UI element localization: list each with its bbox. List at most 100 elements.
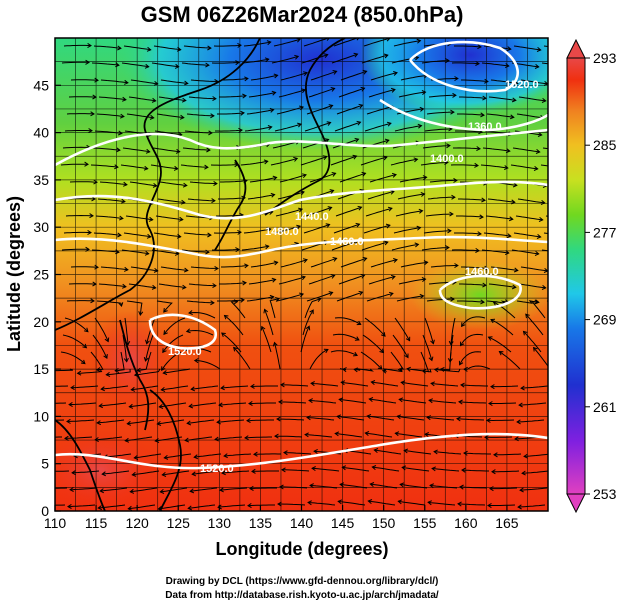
streamline-arrow bbox=[492, 301, 498, 306]
streamline bbox=[241, 245, 269, 251]
streamline bbox=[160, 79, 188, 84]
streamline-arrow bbox=[422, 175, 428, 181]
streamline bbox=[425, 213, 453, 217]
streamline bbox=[453, 147, 481, 150]
streamline bbox=[162, 334, 184, 353]
streamline bbox=[187, 419, 215, 424]
streamline-arrow bbox=[176, 46, 182, 52]
streamline-arrow bbox=[138, 311, 144, 316]
streamline-arrow bbox=[114, 368, 120, 373]
x-tick-label: 120 bbox=[125, 515, 149, 531]
streamline bbox=[188, 96, 216, 100]
streamline-arrow bbox=[482, 282, 487, 288]
streamline-arrow bbox=[94, 437, 99, 443]
streamline bbox=[65, 214, 94, 217]
streamline bbox=[153, 45, 181, 51]
streamline-arrow bbox=[64, 435, 69, 441]
streamline bbox=[488, 504, 516, 506]
streamline-arrow bbox=[504, 250, 510, 256]
streamline-arrow bbox=[145, 148, 151, 154]
x-axis-ticks: 110 115 120 125 130 135 140 145 150 155 160 165 bbox=[44, 505, 519, 531]
contour-1460 bbox=[55, 180, 548, 220]
streamline-arrow bbox=[271, 277, 277, 283]
streamline-arrow bbox=[567, 47, 571, 51]
streamline bbox=[261, 326, 272, 353]
streamline bbox=[333, 223, 360, 234]
contour-label: 1460.0 bbox=[465, 266, 499, 278]
streamline bbox=[66, 419, 95, 422]
streamline-arrow bbox=[323, 348, 329, 354]
streamline-arrow bbox=[161, 366, 166, 372]
streamline-arrow bbox=[280, 382, 285, 388]
contour-1440 bbox=[55, 128, 548, 167]
streamline bbox=[280, 259, 308, 268]
streamline bbox=[219, 282, 247, 285]
streamline bbox=[181, 249, 209, 253]
streamline bbox=[517, 419, 545, 423]
streamline bbox=[128, 283, 156, 289]
streamline-arrow bbox=[326, 38, 330, 41]
streamline-arrow bbox=[184, 437, 190, 443]
streamline-arrow bbox=[85, 246, 90, 252]
streamline bbox=[304, 122, 331, 132]
streamline bbox=[64, 317, 89, 333]
streamline bbox=[525, 313, 544, 336]
x-axis-label: Longitude (degrees) bbox=[215, 539, 388, 559]
streamline-arrow bbox=[332, 257, 338, 262]
streamline-arrow bbox=[233, 346, 238, 352]
streamline-arrow bbox=[272, 175, 278, 181]
contour-label: 1520.0 bbox=[505, 79, 539, 91]
streamline bbox=[190, 79, 219, 82]
streamline-arrow bbox=[174, 63, 180, 69]
streamline bbox=[518, 504, 546, 508]
streamline bbox=[365, 207, 393, 217]
streamline-arrow bbox=[118, 130, 123, 136]
streamline-arrow bbox=[428, 398, 433, 404]
streamline bbox=[520, 487, 548, 491]
streamline bbox=[461, 266, 488, 269]
streamline bbox=[157, 198, 185, 204]
streamline bbox=[340, 257, 367, 268]
streamline-arrow bbox=[534, 64, 540, 69]
streamline bbox=[374, 449, 402, 455]
x-tick-label: 165 bbox=[495, 515, 519, 531]
streamline bbox=[100, 266, 128, 271]
streamline bbox=[450, 317, 456, 345]
streamline-arrow bbox=[381, 368, 387, 374]
streamline-arrow bbox=[391, 172, 397, 178]
streamline bbox=[458, 401, 487, 404]
streamline-arrow bbox=[459, 341, 465, 347]
streamline bbox=[540, 164, 548, 167]
streamline bbox=[488, 336, 512, 353]
streamline bbox=[301, 54, 328, 64]
streamline-arrow bbox=[511, 97, 517, 103]
streamline bbox=[218, 197, 246, 200]
streamline bbox=[360, 351, 383, 370]
streamline-arrow bbox=[191, 471, 197, 477]
streamline bbox=[72, 470, 100, 474]
streamline bbox=[244, 436, 272, 439]
streamline-arrow bbox=[513, 267, 519, 273]
streamline bbox=[71, 385, 99, 389]
streamline bbox=[518, 96, 546, 102]
streamline bbox=[310, 70, 337, 81]
streamline-arrow bbox=[123, 181, 128, 187]
y-tick-label: 10 bbox=[33, 408, 49, 424]
streamline bbox=[308, 274, 335, 285]
streamline bbox=[274, 435, 303, 438]
streamline bbox=[123, 45, 151, 51]
streamline-arrow bbox=[205, 249, 210, 255]
streamline bbox=[370, 259, 398, 268]
streamline bbox=[493, 301, 516, 319]
streamline-arrow bbox=[274, 433, 279, 439]
streamline-arrow bbox=[445, 58, 450, 64]
streamline-arrow bbox=[90, 111, 95, 117]
streamline-arrow bbox=[242, 93, 247, 99]
streamline bbox=[307, 417, 335, 421]
streamline bbox=[398, 91, 426, 98]
streamline-arrow bbox=[275, 297, 280, 302]
contour-1460-low bbox=[438, 274, 522, 310]
streamline-arrow bbox=[525, 313, 530, 319]
streamline bbox=[249, 176, 277, 183]
